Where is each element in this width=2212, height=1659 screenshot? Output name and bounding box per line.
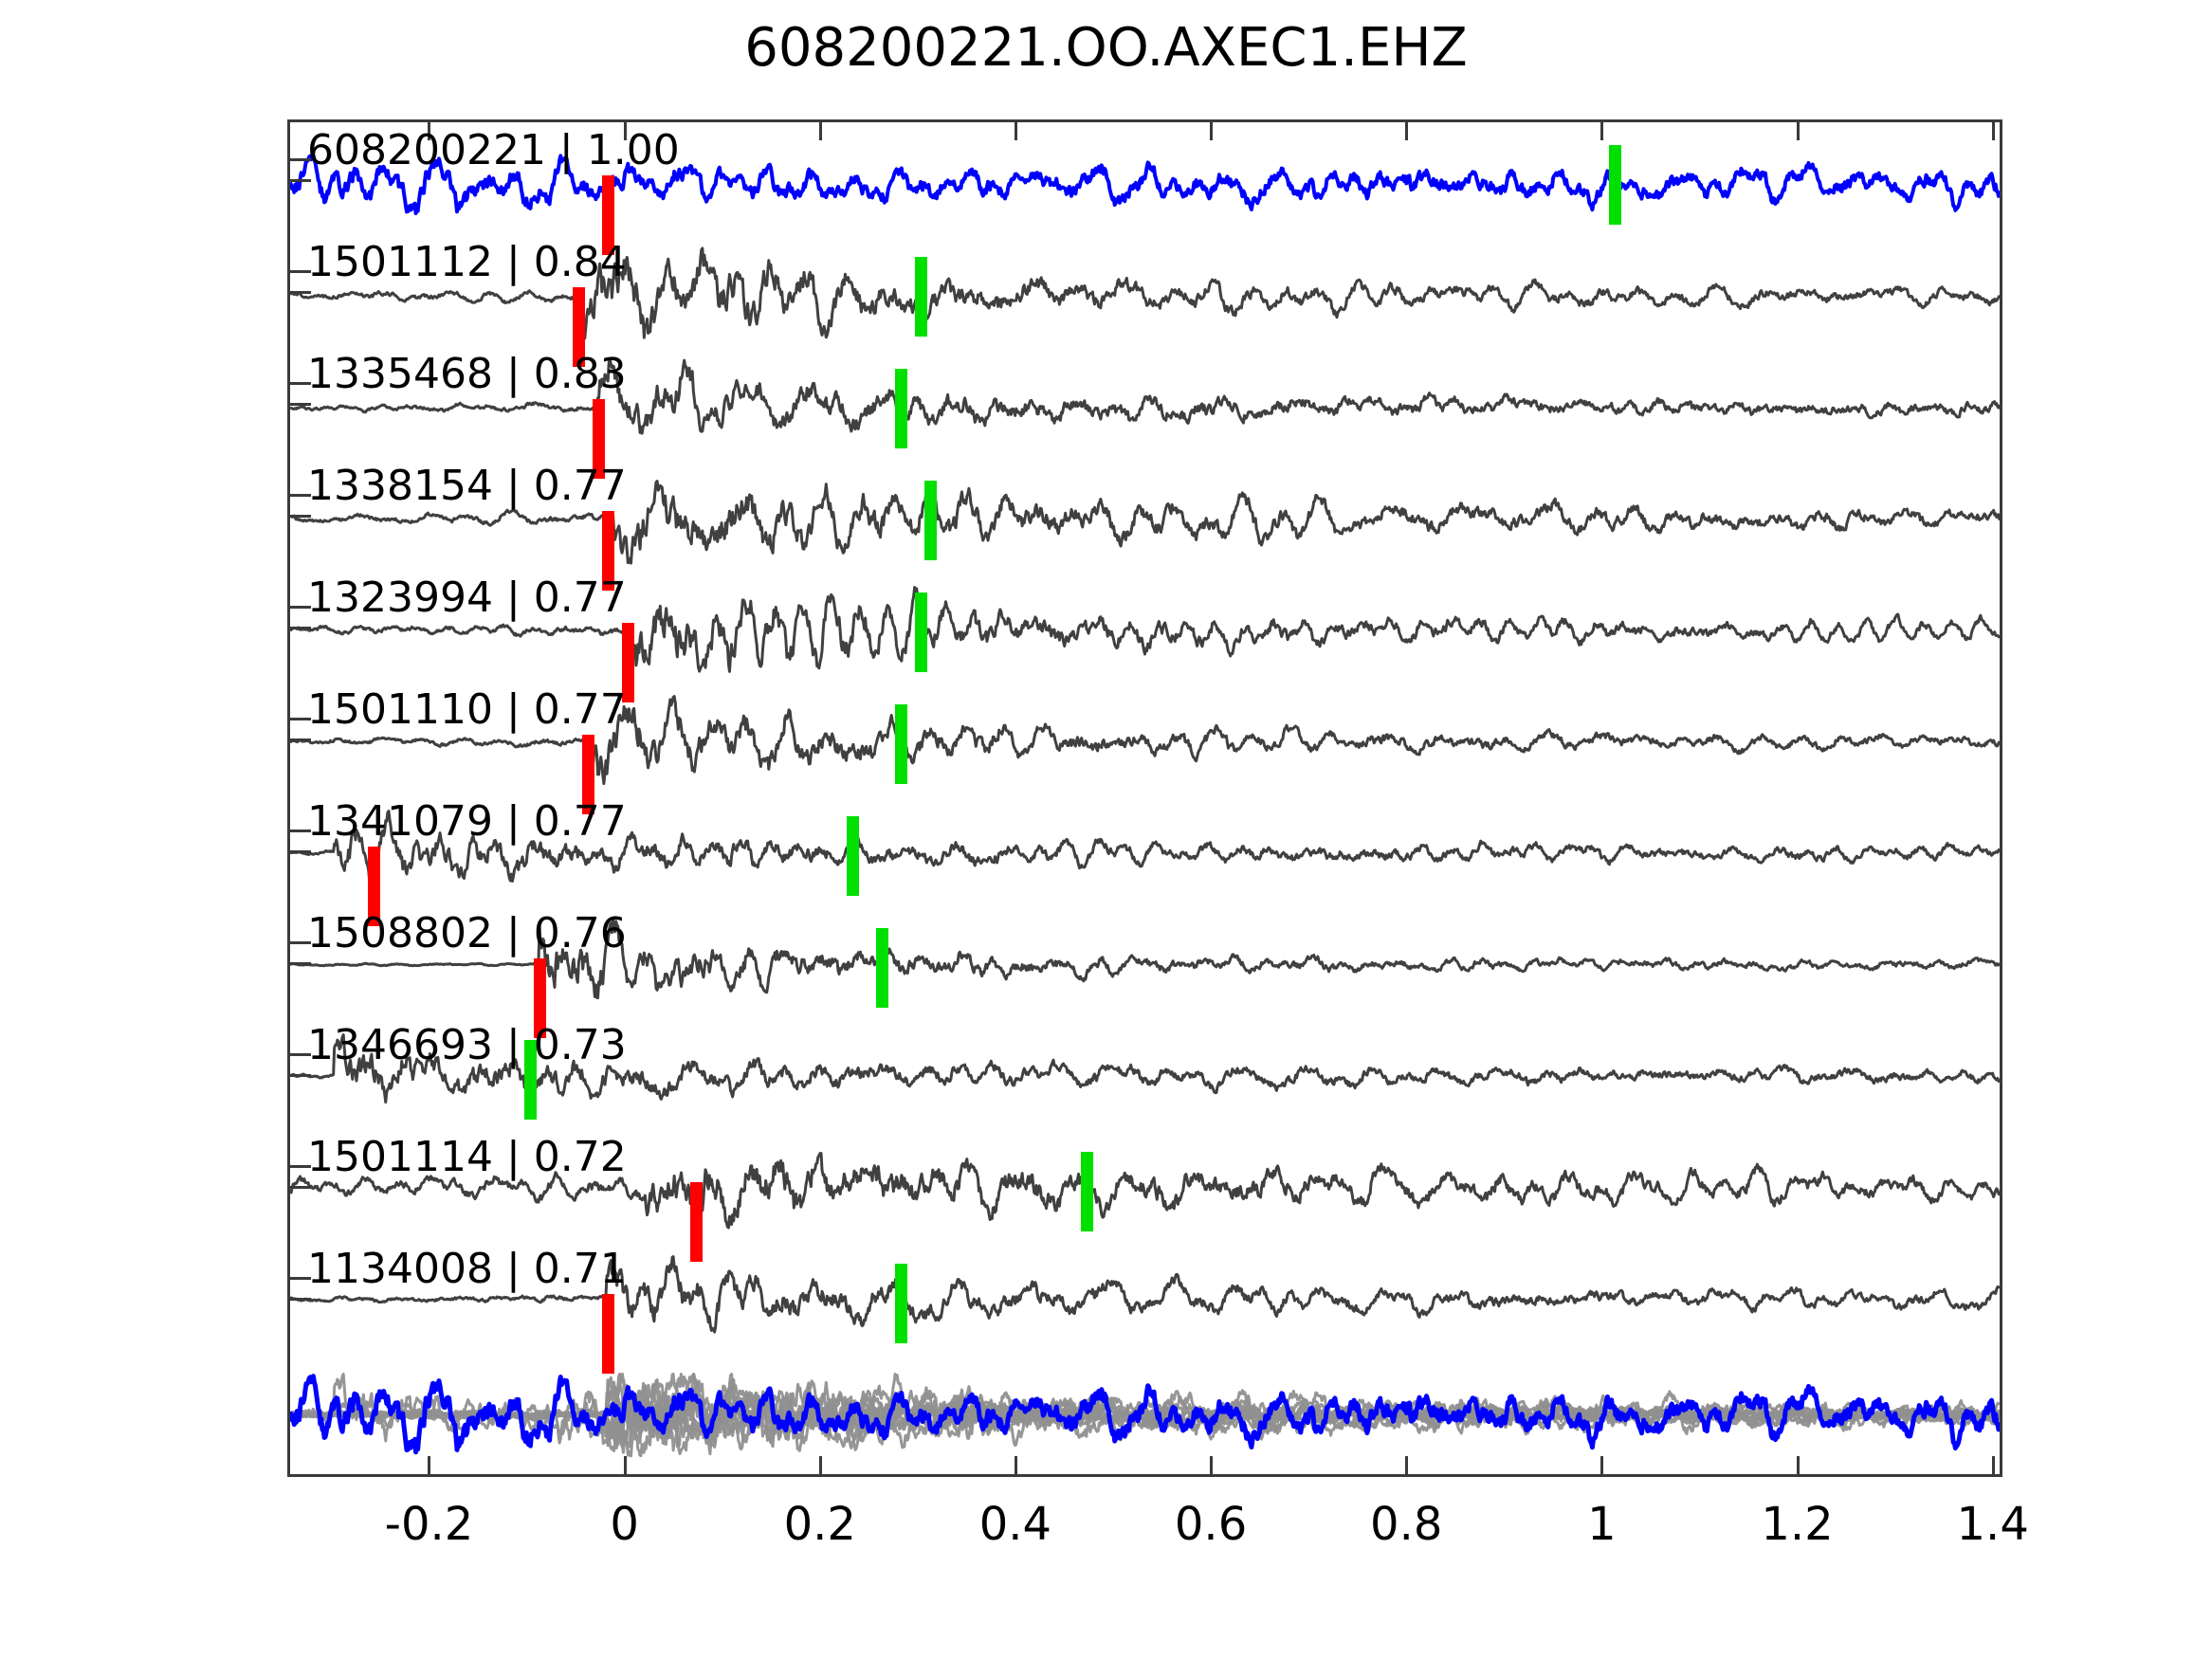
y-axis-tick (290, 738, 311, 742)
y-axis-tick (290, 1298, 311, 1302)
y-axis-tick (290, 850, 311, 854)
y-axis-tick (290, 962, 311, 966)
p-phase-pick-marker (602, 511, 614, 592)
x-axis-tick (623, 1456, 627, 1477)
p-phase-pick-marker (533, 958, 546, 1039)
x-axis-tick-label: 1.2 (1761, 1498, 1834, 1551)
x-axis-tick (1600, 1456, 1604, 1477)
x-axis-tick-top (1600, 119, 1604, 140)
y-axis-tick (290, 1074, 311, 1078)
y-axis-tick (290, 1277, 311, 1281)
waveform-trace (290, 695, 2000, 786)
plot-inner: 608200221 | 1.00 1501112 | 0.84 1335468 | … (290, 122, 2000, 1474)
y-axis-tick (290, 291, 311, 295)
p-phase-pick-marker (367, 847, 380, 927)
x-axis-tick-top (428, 119, 431, 140)
waveform-trace (290, 917, 2000, 1000)
waveform-trace (290, 357, 2000, 435)
x-axis-tick-label: -0.2 (384, 1498, 474, 1551)
x-axis-tick-label: 1.4 (1956, 1498, 2029, 1551)
waveform-trace (290, 810, 2000, 884)
y-axis-tick (290, 158, 311, 162)
waveform-trace (290, 1152, 2000, 1230)
s-phase-pick-marker (875, 928, 888, 1009)
page-title: 608200221.OO.AXEC1.EHZ (744, 17, 1468, 79)
y-axis-tick (290, 941, 311, 945)
y-axis-tick (290, 1186, 311, 1190)
x-axis-tick (1796, 1456, 1800, 1477)
x-axis-tick-top (1991, 119, 1995, 140)
y-axis-tick (290, 494, 311, 498)
y-axis-tick (290, 606, 311, 610)
x-axis-tick-label: 0.8 (1370, 1498, 1443, 1551)
s-phase-pick-marker (924, 481, 938, 561)
s-phase-pick-marker (914, 257, 927, 337)
s-phase-pick-marker (846, 816, 859, 897)
y-axis-tick (290, 718, 311, 721)
y-axis-tick (290, 515, 311, 519)
s-phase-pick-marker (914, 592, 927, 673)
x-axis-tick-top (1210, 119, 1214, 140)
x-axis-tick-top (1796, 119, 1800, 140)
s-phase-pick-marker (895, 369, 908, 449)
x-axis-tick-top (623, 119, 627, 140)
plot-area: 608200221 | 1.00 1501112 | 0.84 1335468 | … (287, 119, 2002, 1477)
x-axis-tick-label: 0.4 (978, 1498, 1052, 1551)
s-phase-pick-marker (1081, 1152, 1094, 1232)
x-axis-tick (1014, 1456, 1017, 1477)
s-phase-pick-marker (1608, 145, 1621, 226)
y-axis-tick (290, 403, 311, 407)
y-axis-tick (290, 270, 311, 274)
x-axis-tick-label: 0.6 (1174, 1498, 1248, 1551)
p-phase-pick-marker (602, 175, 614, 256)
p-phase-pick-marker (573, 287, 586, 368)
x-axis-tick-label: 1 (1587, 1498, 1617, 1551)
s-phase-pick-marker (895, 1264, 908, 1344)
waveform-trace (290, 1033, 2000, 1104)
x-axis-tick (1405, 1456, 1409, 1477)
y-axis-tick (290, 382, 311, 386)
p-phase-pick-marker (592, 399, 605, 480)
waveform-trace (290, 1255, 2000, 1334)
x-axis-tick-label: 0.2 (783, 1498, 856, 1551)
x-axis-tick-label: 0 (610, 1498, 639, 1551)
x-axis-tick (1991, 1456, 1995, 1477)
stack-reference-trace (290, 1374, 2000, 1455)
y-axis-tick (290, 179, 311, 183)
y-axis-tick (290, 1165, 311, 1169)
x-axis-tick-top (1014, 119, 1017, 140)
waveform-canvas (290, 153, 2000, 1458)
y-axis-tick (290, 627, 311, 630)
s-phase-pick-marker (895, 704, 908, 785)
waveform-trace (290, 480, 2000, 565)
p-phase-pick-marker (582, 735, 595, 815)
x-axis-tick-top (1405, 119, 1409, 140)
waveform-trace (290, 586, 2000, 673)
p-phase-pick-marker (689, 1182, 703, 1263)
p-phase-pick-marker (621, 623, 634, 703)
s-phase-pick-marker (523, 1040, 537, 1121)
x-axis-tick (818, 1456, 822, 1477)
x-axis-tick (1210, 1456, 1214, 1477)
p-phase-pick-marker (602, 1294, 614, 1375)
x-axis-tick-top (818, 119, 822, 140)
waveform-trace (290, 153, 2000, 215)
y-axis-tick (290, 1053, 311, 1057)
waveform-trace (290, 246, 2000, 340)
x-axis-tick (428, 1456, 431, 1477)
y-axis-tick (290, 830, 311, 833)
